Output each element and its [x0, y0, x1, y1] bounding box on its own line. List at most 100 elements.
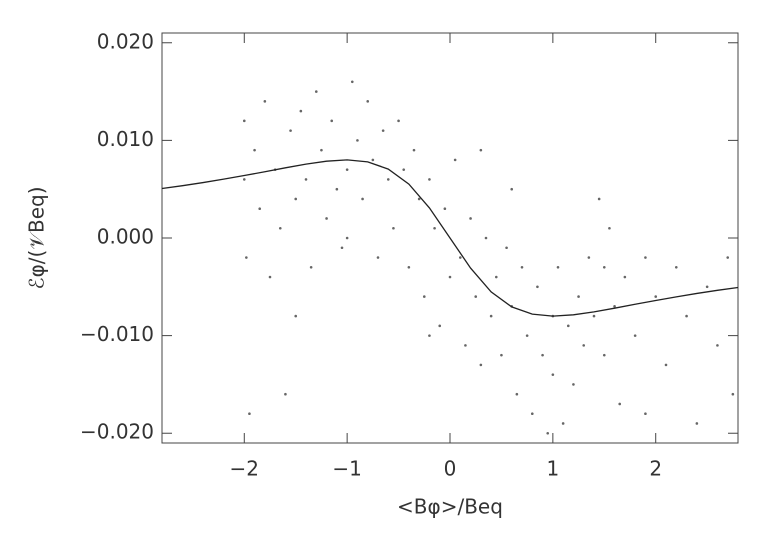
scatter-point — [428, 334, 431, 337]
scatter-point — [525, 334, 529, 337]
scatter-point — [361, 197, 364, 201]
scatter-point — [674, 265, 678, 269]
scatter-point — [356, 139, 359, 142]
scatter-point — [263, 100, 267, 103]
scatter-point — [500, 353, 503, 357]
scatter-point — [330, 119, 334, 123]
scatter-point — [479, 148, 483, 152]
y-axis-label: ℰφ/(𝒱Beq) — [25, 186, 49, 289]
scatter-point — [325, 217, 328, 220]
scatter-point — [582, 344, 586, 347]
scatter-point — [245, 256, 248, 259]
scatter-point — [592, 314, 596, 318]
scatter-point — [597, 197, 601, 201]
scatter-point — [248, 412, 251, 416]
scatter-point — [304, 178, 308, 181]
x-tick-label: −2 — [230, 457, 259, 481]
scatter-point — [484, 236, 488, 240]
scatter-point — [530, 412, 534, 416]
y-tick-label: 0.020 — [97, 29, 154, 53]
scatter-point — [587, 256, 591, 259]
scatter-point — [428, 178, 431, 181]
scatter-point — [299, 109, 303, 113]
fit-curve — [161, 159, 739, 317]
scatter-point — [716, 344, 719, 347]
scatter-point — [633, 334, 637, 337]
scatter-point — [268, 275, 272, 279]
scatter-point — [443, 207, 447, 211]
x-tick-label: 2 — [649, 457, 662, 481]
scatter-point — [335, 187, 339, 191]
scatter-point — [602, 265, 606, 269]
scatter-point — [433, 226, 436, 230]
scatter-point — [664, 363, 668, 367]
scatter-point — [392, 226, 395, 230]
scatter-point — [294, 314, 298, 318]
scatter-point — [685, 314, 688, 318]
scatter-point — [613, 305, 616, 308]
scatter-point — [458, 256, 462, 259]
scatter-point — [505, 246, 508, 250]
scatter-point — [489, 314, 493, 318]
x-axis-label: <Bφ>/Beq — [397, 495, 503, 519]
scatter-point — [345, 168, 349, 171]
scatter-point — [731, 392, 735, 396]
y-tick-label: −0.010 — [80, 322, 154, 346]
scatter-point — [366, 100, 370, 103]
scatter-point — [623, 275, 627, 279]
scatter-point — [381, 129, 385, 132]
scatter-point — [541, 353, 544, 357]
scatter-point — [253, 148, 256, 152]
scatter-point — [551, 373, 555, 376]
scatter-point — [464, 344, 467, 347]
scatter-point — [438, 324, 442, 328]
scatter-point — [654, 295, 658, 298]
scatter-point — [726, 256, 730, 259]
x-tick-label: 0 — [444, 457, 457, 481]
scatter-point — [350, 80, 354, 84]
scatter-point — [494, 275, 498, 279]
scatter-point — [417, 197, 421, 201]
scatter-point — [608, 226, 611, 230]
scatter-point — [407, 265, 411, 269]
scatter-point — [644, 256, 647, 259]
scatter-point — [278, 226, 282, 230]
scatter-point — [469, 217, 472, 220]
x-tick-label: −1 — [332, 457, 361, 481]
scatter-point — [242, 119, 246, 123]
scatter-point — [520, 265, 524, 269]
scatter-point — [448, 275, 452, 279]
scatter-point — [556, 265, 560, 269]
scatter-point — [618, 402, 622, 406]
scatter-point — [289, 129, 292, 132]
y-tick-label: 0.000 — [97, 225, 154, 249]
scatter-point — [602, 353, 606, 357]
scatter-point — [536, 285, 539, 289]
scatter-point — [284, 392, 287, 396]
x-tick-label: 1 — [546, 457, 559, 481]
scatter-point — [242, 178, 246, 181]
scatter-point — [422, 295, 426, 298]
scatter-point — [397, 119, 400, 123]
scatter-point — [515, 392, 519, 396]
scatter-point — [258, 207, 262, 211]
scatter-point — [572, 383, 575, 386]
scatter-point — [402, 168, 406, 171]
scatter-point — [412, 148, 416, 152]
scatter-point — [320, 148, 323, 152]
scatter-point — [695, 422, 699, 425]
scatter-point — [474, 295, 478, 298]
scatter-point — [340, 246, 344, 250]
y-tick-label: −0.020 — [80, 420, 154, 444]
scatter-point — [345, 236, 349, 240]
scatter-point — [546, 431, 550, 435]
scatter-point — [314, 90, 318, 93]
scatter-point — [644, 412, 647, 416]
scatter-point — [577, 295, 580, 298]
scatter-point — [561, 422, 565, 425]
scatter-point — [705, 285, 709, 289]
scatter-point — [294, 197, 298, 201]
scatter-point — [479, 363, 483, 367]
scatter-point — [510, 187, 514, 191]
